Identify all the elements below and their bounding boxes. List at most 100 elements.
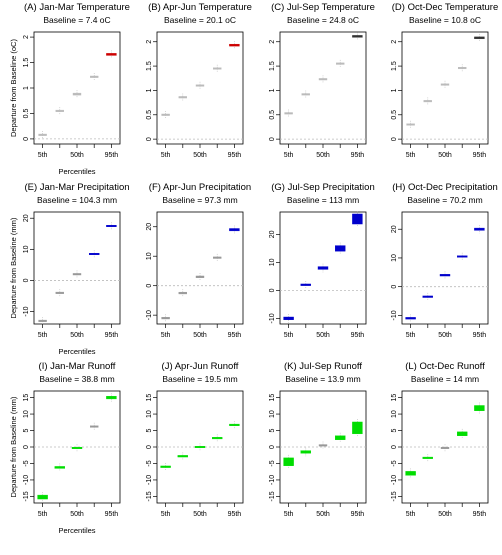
box bbox=[422, 295, 433, 298]
box bbox=[160, 465, 171, 468]
y-tick-label: 0 bbox=[23, 278, 30, 282]
x-tick-label: 95th bbox=[473, 152, 487, 159]
y-tick-label: -15 bbox=[23, 491, 30, 501]
panel-subtitle: Baseline = 70.2 mm bbox=[407, 195, 482, 205]
y-tick-label: 15 bbox=[23, 394, 30, 402]
box bbox=[352, 35, 363, 38]
y-tick-label: 15 bbox=[146, 394, 153, 402]
x-tick-label: 5th bbox=[406, 152, 416, 159]
chart-panel: (G) Jul-Sep Precipitation Baseline = 113 … bbox=[269, 182, 375, 339]
panel-subtitle: Baseline = 113 mm bbox=[287, 195, 359, 205]
box bbox=[405, 471, 416, 476]
box bbox=[211, 437, 223, 440]
x-axis-label: Percentiles bbox=[58, 526, 95, 535]
box bbox=[301, 93, 310, 96]
y-tick-label: 0 bbox=[146, 284, 153, 288]
x-tick-label: 5th bbox=[161, 511, 171, 518]
box bbox=[161, 113, 170, 116]
box bbox=[195, 84, 205, 87]
panel-subtitle: Baseline = 38.8 mm bbox=[39, 374, 114, 384]
box bbox=[406, 123, 415, 126]
y-tick-label: 1 bbox=[391, 88, 398, 92]
x-tick-label: 50th bbox=[193, 511, 207, 518]
y-tick-label: -10 bbox=[23, 306, 30, 316]
y-tick-label: -15 bbox=[146, 491, 153, 501]
panel-title: (J) Apr-Jun Runoff bbox=[162, 361, 239, 372]
y-tick-label: 1 bbox=[23, 86, 30, 90]
y-tick-label: 0.5 bbox=[23, 108, 30, 118]
box bbox=[194, 446, 206, 449]
y-tick-label: 2 bbox=[23, 35, 30, 39]
y-tick-label: 0 bbox=[269, 288, 276, 292]
panel-title: (D) Oct-Dec Temperature bbox=[392, 2, 498, 13]
y-tick-label: 0 bbox=[269, 137, 276, 141]
y-tick-label: 10 bbox=[269, 258, 276, 266]
x-tick-label: 5th bbox=[406, 332, 416, 339]
box bbox=[283, 316, 294, 320]
y-tick-label: 1 bbox=[146, 88, 153, 92]
box bbox=[229, 43, 240, 47]
y-tick-label: 20 bbox=[146, 223, 153, 231]
box bbox=[440, 446, 450, 449]
y-tick-label: 10 bbox=[391, 410, 398, 418]
x-tick-label: 95th bbox=[351, 332, 365, 339]
panel-title: (E) Jan-Mar Precipitation bbox=[24, 182, 129, 193]
chart-panel: (L) Oct-Dec Runoff Baseline = 14 mm -15 -10… bbox=[391, 361, 489, 518]
panel-title: (F) Apr-Jun Precipitation bbox=[149, 182, 251, 193]
x-tick-label: 5th bbox=[38, 152, 48, 159]
y-tick-label: 5 bbox=[146, 428, 153, 432]
y-tick-label: 1 bbox=[269, 88, 276, 92]
box bbox=[89, 425, 99, 428]
box bbox=[405, 317, 416, 320]
chart-panel: (K) Jul-Sep Runoff Baseline = 13.9 mm -15 -… bbox=[269, 361, 367, 518]
y-tick-label: 0 bbox=[269, 445, 276, 449]
box bbox=[318, 78, 328, 81]
x-tick-label: 50th bbox=[316, 332, 330, 339]
box bbox=[423, 100, 432, 103]
box bbox=[300, 283, 311, 286]
y-tick-label: -5 bbox=[269, 460, 276, 466]
x-tick-label: 50th bbox=[70, 152, 84, 159]
y-tick-label: 0 bbox=[23, 137, 30, 141]
box bbox=[212, 67, 222, 70]
y-tick-label: 10 bbox=[269, 410, 276, 418]
box bbox=[212, 256, 222, 259]
panel-title: (G) Jul-Sep Precipitation bbox=[271, 182, 374, 193]
box bbox=[335, 435, 346, 440]
box bbox=[283, 457, 294, 466]
x-tick-label: 95th bbox=[473, 332, 487, 339]
y-tick-label: 0 bbox=[23, 445, 30, 449]
x-tick-label: 50th bbox=[438, 332, 452, 339]
panel-subtitle: Baseline = 7.4 oC bbox=[43, 15, 110, 25]
panel-title: (A) Jan-Mar Temperature bbox=[24, 2, 130, 13]
chart-panel: (E) Jan-Mar Precipitation Baseline = 104.… bbox=[9, 182, 130, 356]
plot-frame bbox=[401, 31, 489, 145]
box bbox=[88, 252, 100, 255]
y-tick-label: 10 bbox=[146, 252, 153, 260]
box bbox=[229, 423, 240, 426]
x-tick-label: 5th bbox=[38, 511, 48, 518]
y-tick-label: -15 bbox=[391, 491, 398, 501]
x-tick-label: 95th bbox=[105, 511, 119, 518]
y-tick-label: 15 bbox=[391, 394, 398, 402]
panel-subtitle: Baseline = 104.3 mm bbox=[37, 195, 117, 205]
y-axis-label: Departure from Baseline (mm) bbox=[9, 396, 18, 497]
x-tick-label: 95th bbox=[228, 152, 242, 159]
box bbox=[72, 273, 82, 276]
x-tick-label: 50th bbox=[316, 511, 330, 518]
box bbox=[336, 62, 345, 65]
chart-panel: (D) Oct-Dec Temperature Baseline = 10.8 o… bbox=[391, 2, 498, 159]
box bbox=[54, 466, 65, 469]
y-tick-label: 0 bbox=[391, 285, 398, 289]
panel-subtitle: Baseline = 10.8 oC bbox=[409, 15, 481, 25]
box bbox=[474, 227, 485, 231]
y-tick-label: -5 bbox=[146, 460, 153, 466]
box bbox=[229, 228, 240, 232]
x-tick-label: 95th bbox=[228, 511, 242, 518]
y-tick-label: 10 bbox=[23, 245, 30, 253]
x-tick-label: 95th bbox=[105, 332, 119, 339]
y-tick-label: 5 bbox=[269, 428, 276, 432]
box bbox=[106, 396, 117, 400]
box bbox=[284, 112, 293, 115]
plot-frame bbox=[279, 31, 367, 145]
